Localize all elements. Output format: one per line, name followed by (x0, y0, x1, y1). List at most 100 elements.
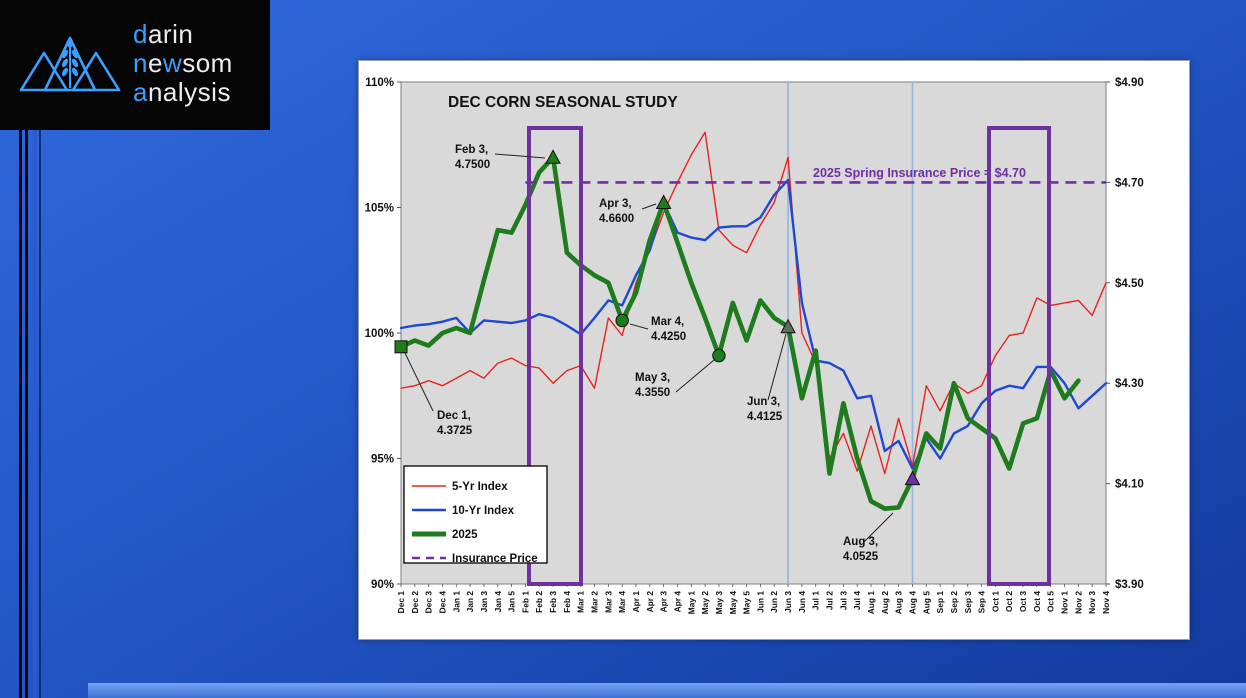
x-axis-tick-label: Jul 1 (811, 591, 821, 610)
x-axis-tick-label: Sep 2 (949, 591, 959, 614)
annotation-apr-3-text: 4.6600 (599, 213, 634, 225)
seasonal-chart-svg: 110% 105% 100% 95% 90% $4.90 $4.70 $4.50 $4.30 $4… (365, 77, 1144, 615)
x-axis-tick-label: May 4 (728, 591, 738, 615)
marker-may-3 (712, 348, 726, 363)
series-line-2025 (398, 155, 1081, 512)
x-axis-tick-label: Nov 3 (1087, 591, 1097, 614)
x-axis-tick-label: Feb 2 (534, 591, 544, 613)
legend-label-5-yr-index: 5-Yr Index (452, 481, 508, 493)
x-axis-tick-label: Apr 3 (659, 591, 669, 613)
x-axis-tick-label: Jun 4 (797, 591, 807, 613)
legend-label-10-yr-index: 10-Yr Index (452, 505, 515, 517)
chart-panel: 110% 105% 100% 95% 90% $4.90 $4.70 $4.50 $4.30 $4… (358, 60, 1190, 640)
left-stripe-blue-1 (33, 0, 37, 698)
marker-jun-3 (780, 318, 796, 334)
annotation-aug-3-leader (863, 512, 894, 543)
x-axis-tick-label: Dec 2 (410, 591, 420, 614)
x-axis-tick-label: May 3 (714, 591, 724, 615)
brand-letter-accent: n (133, 48, 148, 78)
footer-band (88, 683, 1246, 698)
x-axis-tick-label: Oct 3 (1018, 591, 1028, 612)
legend-box (403, 465, 548, 564)
x-axis-tick-label: Aug 1 (866, 591, 876, 615)
annotation-may-3-text: May 3, (635, 372, 670, 384)
brand-letter: som (182, 48, 233, 78)
brand-letter-accent: a (133, 77, 148, 107)
marker-apr-3 (655, 194, 672, 209)
x-axis-tick-label: Nov 4 (1101, 591, 1111, 614)
dna-logo: darin newsom analysis (0, 0, 270, 130)
x-axis-tick-label: Nov 2 (1073, 591, 1083, 614)
legend-label-2025: 2025 (452, 529, 478, 541)
annotation-jun-3-leader (767, 333, 787, 401)
left-axis-tick-label: 105% (365, 203, 394, 215)
x-axis-tick-label: Sep 4 (977, 591, 987, 614)
x-axis-tick-label: Aug 2 (880, 591, 890, 615)
annotation-dec-1-text: Dec 1, (437, 410, 471, 422)
x-axis-tick-label: Apr 1 (631, 591, 641, 613)
brand-letter-accent: w (162, 48, 183, 78)
annotation-aug-3-text: Aug 3, (843, 536, 878, 548)
x-axis-tick-label: Sep 1 (935, 591, 945, 614)
mountain-wheat-icon (19, 36, 121, 92)
brand-letter: arin (147, 19, 194, 49)
left-stripe-blue-2 (39, 0, 41, 698)
annotation-jun-3-text: 4.4125 (747, 411, 783, 423)
x-axis-tick-label: Jan 2 (465, 591, 475, 613)
marker-aug-4 (904, 470, 921, 486)
x-axis-tick-label: Feb 3 (548, 591, 558, 613)
x-axis-tick-label: Aug 4 (907, 591, 917, 615)
x-axis-tick-label: Apr 2 (645, 591, 655, 613)
marker-mar-4 (615, 313, 629, 328)
brand-word-0: darin (133, 20, 233, 49)
left-axis-tick-label: 110% (365, 77, 394, 89)
annotation-jun-3-text: Jun 3, (747, 396, 780, 408)
brand-word-1: newsom (133, 49, 233, 78)
x-axis-tick-label: Oct 1 (990, 591, 1000, 612)
annotation-may-3-text: 4.3550 (635, 387, 670, 399)
annotation-feb-3-text: Feb 3, (455, 144, 488, 156)
x-axis-tick-label: Jul 3 (838, 591, 848, 610)
marker-feb-3 (545, 149, 561, 164)
x-axis-tick-label: Dec 1 (396, 591, 406, 614)
x-axis-tick-label: Jul 4 (852, 591, 862, 610)
right-axis-tick-label: $4.10 (1115, 479, 1144, 491)
wheat-stalk-icon (61, 38, 79, 88)
x-axis-tick-label: Apr 4 (672, 591, 682, 613)
x-axis-tick-label: Jun 2 (769, 591, 779, 613)
x-axis-tick-label: Feb 1 (520, 591, 530, 613)
left-axis-tick-label: 95% (371, 454, 394, 466)
left-axis-tick-label: 90% (371, 579, 394, 591)
x-axis-tick-label: Jul 2 (825, 591, 835, 610)
annotation-mar-4-text: Mar 4, (651, 316, 684, 328)
annotation-feb-3-text: 4.7500 (455, 159, 490, 171)
x-axis-tick-label: Jan 1 (451, 591, 461, 613)
left-stripe-dark-2 (25, 0, 28, 698)
x-axis-tick-label: Sep 3 (963, 591, 973, 614)
x-axis-tick-label: Oct 2 (1004, 591, 1014, 612)
x-axis-tick-label: Aug 5 (921, 591, 931, 615)
x-axis-tick-label: Mar 3 (603, 591, 613, 613)
marker-dec-1 (394, 340, 408, 354)
right-axis-tick-label: $3.90 (1115, 579, 1144, 591)
left-stripe-dark-1 (19, 0, 22, 698)
right-axis-tick-label: $4.70 (1115, 177, 1144, 189)
annotation-mar-4-leader (629, 323, 649, 330)
legend-label-insurance-price: Insurance Price (452, 553, 538, 565)
insurance-price-label: 2025 Spring Insurance Price = $4.70 (813, 166, 1026, 180)
annotation-dec-1-leader (404, 352, 434, 412)
brand-wordmark: darin newsom analysis (133, 20, 233, 107)
x-axis-tick-label: Jan 3 (479, 591, 489, 613)
annotation-may-3-leader (675, 359, 715, 393)
x-axis-tick-label: Dec 3 (424, 591, 434, 614)
brand-letter: e (147, 48, 163, 78)
x-axis-tick-label: Jan 5 (507, 591, 517, 613)
left-axis-tick-label: 100% (365, 328, 394, 340)
highlight-box-1 (527, 126, 583, 586)
right-axis-tick-label: $4.30 (1115, 378, 1144, 390)
x-axis-tick-label: May 1 (686, 591, 696, 615)
x-axis-tick-label: Jun 1 (755, 591, 765, 613)
x-axis-tick-label: Oct 4 (1032, 591, 1042, 612)
x-axis-tick-label: Nov 1 (1060, 591, 1070, 614)
